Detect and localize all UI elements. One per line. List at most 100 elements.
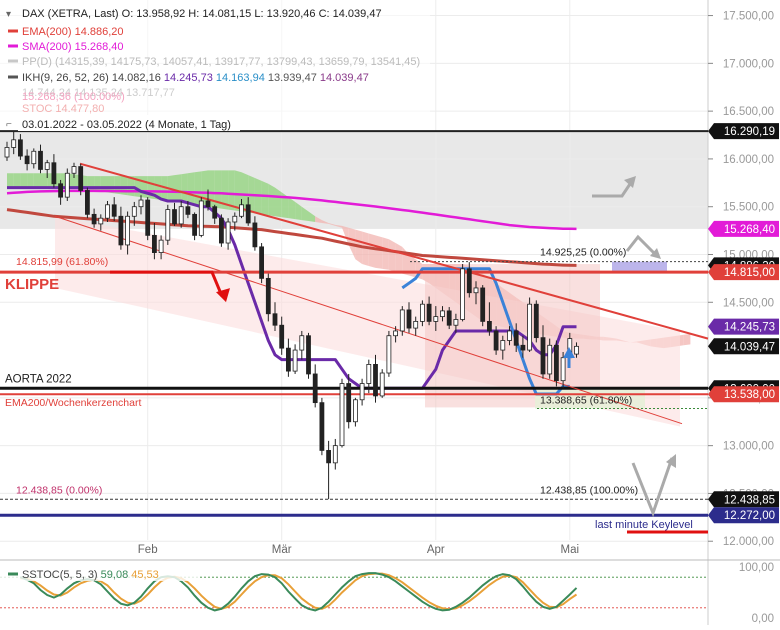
candle-up <box>158 239 164 253</box>
price-badge-label: 13.538,00 <box>724 389 775 401</box>
candle-up <box>71 166 77 174</box>
ichimoku-cloud-segment <box>288 197 296 220</box>
price-badge-label: 12.438,85 <box>724 494 775 506</box>
ichimoku-cloud-segment <box>388 239 396 272</box>
ichimoku-cloud-segment <box>268 183 275 217</box>
date-range: 03.01.2022 - 03.05.2022 <box>22 119 145 131</box>
legend-value: 14.039,47 <box>320 72 369 84</box>
candle-up <box>500 340 506 351</box>
annotation-ema200-weekly: EMA200/Wochenkerzenchart <box>5 397 141 409</box>
price-badge: 14.815,00 <box>708 264 779 281</box>
price-badge-bg <box>708 507 779 524</box>
ichimoku-cloud-segment <box>7 173 14 188</box>
candle-down <box>520 344 526 351</box>
annotation-12438-right: 12.438,85 (100.00%) <box>540 484 638 496</box>
y-tick-label: 12.000,00 <box>723 536 774 548</box>
candle-up <box>507 330 512 341</box>
stoch-tick-label: 100,00 <box>739 562 774 574</box>
candle-down <box>218 217 224 244</box>
price-badge: 12.272,00 <box>708 507 779 524</box>
candle-down <box>212 206 218 219</box>
ichimoku-cloud-segment <box>241 172 249 213</box>
ichimoku-cloud-segment <box>27 173 34 188</box>
annotation-14815-fib: 14.815,99 (61.80%) <box>16 256 108 268</box>
grey-arrow-up <box>592 180 634 198</box>
ichimoku-cloud-segment <box>13 173 21 188</box>
candle-down <box>326 450 332 464</box>
legend-label: EMA(200) <box>22 26 75 38</box>
sma200-line <box>6 189 577 231</box>
candle-up <box>239 204 244 217</box>
date-range-bg <box>18 115 240 131</box>
instrument-name: DAX (XETRA, Last) <box>22 8 122 20</box>
ohlc-values: O: 13.958,92 H: 14.081,15 L: 13.920,46 C… <box>122 8 382 20</box>
candle-up <box>379 372 385 397</box>
price-badge: 12.438,85 <box>708 491 779 508</box>
candle-up <box>399 309 405 332</box>
candle-up <box>560 357 566 382</box>
legend-value: 14.163,94 <box>216 72 268 84</box>
candle-up <box>98 217 104 225</box>
ichimoku-cloud-segment <box>20 173 28 188</box>
candle-up <box>165 209 171 241</box>
downtrend-line-upper <box>79 162 709 340</box>
grey-arrow-v-head <box>666 454 676 468</box>
price-badge-bg <box>708 220 779 237</box>
price-badge-label: 14.039,47 <box>724 341 775 353</box>
collapse-icon: ▾ <box>6 9 11 20</box>
candle-up <box>332 445 338 464</box>
grey-arrow-down-head <box>650 248 661 259</box>
candle-down <box>245 204 251 224</box>
candle-up <box>4 147 10 158</box>
annotation-12438-left: 12.438,85 (0.00%) <box>16 484 102 496</box>
legend-row: EMA(200) 14.886,20 <box>22 26 124 38</box>
legend-header: DAX (XETRA, Last) O: 13.958,92 H: 14.081… <box>22 8 382 20</box>
legend-value: (14315,39, 14175,73, 14057,41, 13917,77,… <box>55 56 420 68</box>
y-tick-label: 14.500,00 <box>723 297 774 309</box>
candle-up <box>125 215 130 246</box>
x-tick-label: Mai <box>561 544 580 556</box>
price-badge: 13.538,00 <box>708 386 779 403</box>
candle-down <box>58 183 63 198</box>
candle-up <box>339 383 345 447</box>
candle-down <box>540 337 546 375</box>
candle-down <box>346 383 352 423</box>
klippe-arrow-head <box>216 288 230 303</box>
x-tick-label: Feb <box>138 544 158 556</box>
candle-down <box>78 166 84 191</box>
legend-value: 15.268,40 <box>75 41 124 53</box>
annotation-aorta: AORTA 2022 <box>5 373 72 385</box>
stoch-k-line <box>20 572 578 612</box>
stoch-legend-part: 45,53 <box>131 569 159 581</box>
price-badge-bg <box>708 123 779 140</box>
candle-down <box>24 155 30 165</box>
blue-arrow-up <box>563 347 575 358</box>
ichimoku-cloud-segment <box>161 176 168 201</box>
candle-down <box>554 344 559 382</box>
candle-up <box>440 310 445 318</box>
y-tick-label: 15.500,00 <box>723 202 774 214</box>
grey-arrow-up-head <box>624 176 636 188</box>
ichimoku-cloud-segment <box>321 220 329 224</box>
ichimoku-cloud-segment <box>308 211 316 222</box>
candle-down <box>265 277 271 315</box>
ichimoku-cloud-segment <box>208 170 215 208</box>
candle-up <box>413 320 419 329</box>
ichimoku-cloud-segment <box>94 176 101 192</box>
annotation-14925: 14.925,25 (0.00%) <box>540 247 626 259</box>
candle-up <box>292 349 298 372</box>
candle-up <box>138 199 144 208</box>
price-badge-label: 16.290,19 <box>724 126 775 138</box>
y-tick-label: 17.500,00 <box>723 11 774 23</box>
candle-down <box>185 206 191 215</box>
y-tick-label: 16.500,00 <box>723 106 774 118</box>
candle-up <box>31 150 37 165</box>
annotation-klippe: KLIPPE <box>5 276 59 293</box>
ichimoku-cloud-segment <box>174 174 182 203</box>
candle-down <box>172 209 177 225</box>
y-tick-label: 13.000,00 <box>723 441 774 453</box>
candle-up <box>359 383 365 401</box>
price-badge-bg <box>708 386 779 403</box>
